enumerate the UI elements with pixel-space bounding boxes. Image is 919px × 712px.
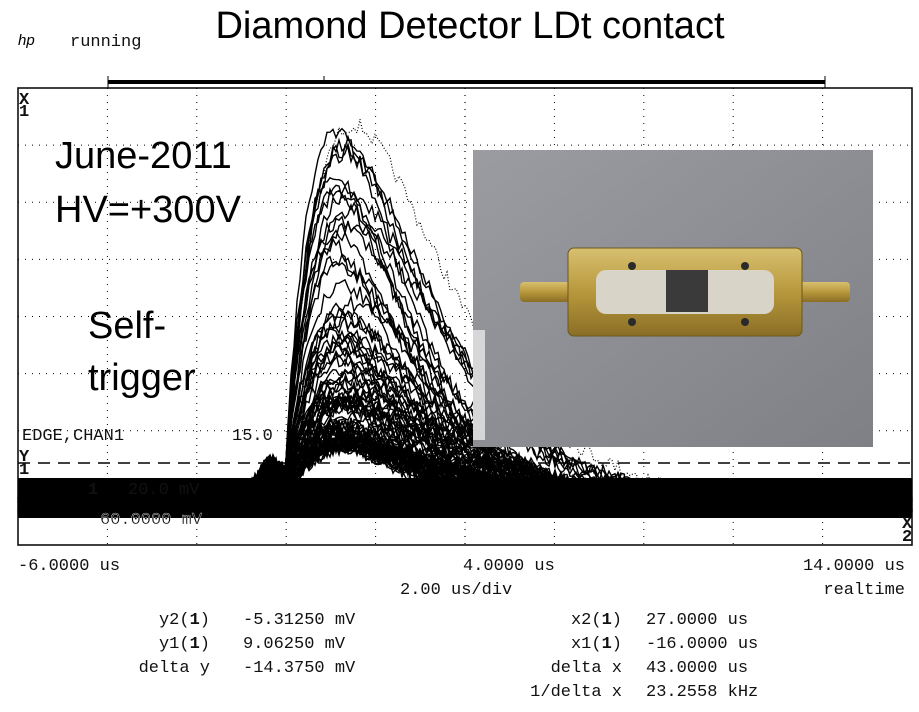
measure-label: 1/delta x (530, 683, 622, 702)
connector-left (520, 282, 570, 302)
title: Diamond Detector LDt contact (215, 5, 724, 47)
channel-offset: 20.0 mV (128, 481, 200, 500)
voltage: HV=+300V (55, 189, 242, 231)
screw (628, 262, 636, 270)
label-part: x2( (571, 611, 602, 630)
photo (473, 150, 873, 447)
channel-marker: 1 (88, 481, 98, 500)
measure-value: 27.0000 us (646, 611, 748, 630)
logo: hp (18, 32, 35, 49)
label-part: 1 (602, 611, 612, 630)
x2-sub: 2 (902, 528, 912, 547)
time-left: -6.0000 us (18, 557, 120, 576)
screw (741, 262, 749, 270)
measure-value: 43.0000 us (646, 659, 748, 678)
label-part: 1 (190, 611, 200, 630)
x-sub: 1 (19, 103, 29, 122)
measure-value: 9.06250 mV (243, 635, 346, 654)
label-part: 1 (602, 635, 612, 654)
label-part: y1( (159, 635, 190, 654)
screw (741, 318, 749, 326)
trigger-line: Self- (88, 305, 166, 347)
measure-label: x2(1) (571, 611, 622, 630)
measure-value: -16.0000 us (646, 635, 758, 654)
label-part: ) (200, 635, 210, 654)
channel-reference: 60.0000 mV (100, 511, 203, 530)
status: running (70, 33, 141, 52)
label-part: ) (612, 635, 622, 654)
label-part: 1/delta x (530, 683, 622, 702)
page: {"header": {"title": "Diamond Detector L… (0, 0, 919, 712)
photo-paper (473, 330, 485, 440)
trigger-line: trigger (88, 357, 196, 399)
trigger-label: EDGE,CHAN1 (22, 427, 124, 446)
label-part: ) (612, 611, 622, 630)
trigger-level: 15.0 (232, 427, 273, 446)
date: June-2011 (55, 135, 232, 177)
label-part: x1( (571, 635, 602, 654)
time-scale: 2.00 us/div (400, 581, 512, 600)
screen: hp running Diamond Detector LDt contact … (0, 0, 919, 712)
measure-label: delta x (551, 659, 622, 678)
label-part: y2( (159, 611, 190, 630)
measure-label: delta y (139, 659, 210, 678)
y-sub: 1 (19, 461, 29, 480)
diamond (666, 270, 708, 312)
measure-value: -5.31250 mV (243, 611, 356, 630)
connector-right (798, 282, 850, 302)
measure-label: x1(1) (571, 635, 622, 654)
label-part: delta y (139, 659, 210, 678)
label-part: ) (200, 611, 210, 630)
time-center: 4.0000 us (463, 557, 555, 576)
time-right: 14.0000 us (803, 557, 905, 576)
acq-mode: realtime (823, 581, 905, 600)
label-part: delta x (551, 659, 622, 678)
measure-label: y2(1) (159, 611, 210, 630)
screw (628, 318, 636, 326)
measure-value: -14.3750 mV (243, 659, 356, 678)
measure-value: 23.2558 kHz (646, 683, 758, 702)
label-part: 1 (190, 635, 200, 654)
measure-label: y1(1) (159, 635, 210, 654)
